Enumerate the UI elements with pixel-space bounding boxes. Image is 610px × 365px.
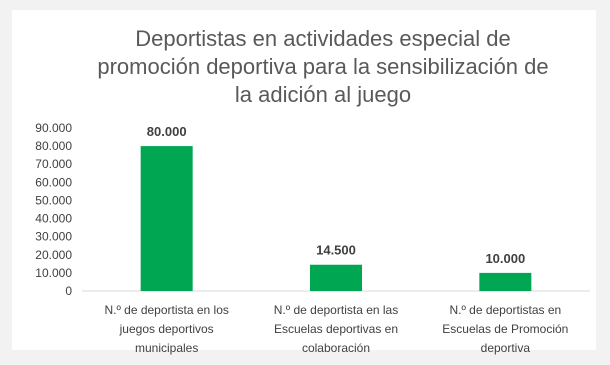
data-label: 10.000	[485, 251, 525, 266]
category-label: Escuelas deportivas en	[274, 322, 398, 336]
y-tick-label: 40.000	[35, 212, 72, 226]
category-label: N.º de deportista en las	[274, 303, 398, 317]
bar	[140, 146, 193, 291]
category-label: colaboración	[302, 341, 370, 355]
category-label: N.º de deportista en los	[104, 303, 228, 317]
category-label: Escuelas de Promoción	[442, 322, 568, 336]
y-tick-label: 50.000	[35, 193, 72, 207]
title-line-1: Deportistas en actividades especial de	[135, 26, 510, 51]
category-label: N.º de deportistas en	[449, 303, 561, 317]
category-labels: N.º de deportista en los juegos deportivo…	[104, 303, 568, 355]
y-axis-ticks: 0 10.000 20.000 30.000 40.000 50.000 60.000 70.…	[35, 121, 72, 298]
y-tick-label: 30.000	[35, 230, 72, 244]
data-labels: 80.000 14.500 10.000	[147, 124, 525, 266]
y-tick-label: 90.000	[35, 121, 72, 135]
y-tick-label: 60.000	[35, 175, 72, 189]
y-tick-label: 20.000	[35, 248, 72, 262]
y-tick-label: 70.000	[35, 157, 72, 171]
data-label: 80.000	[147, 124, 187, 139]
category-label: municipales	[135, 341, 198, 355]
data-label: 14.500	[316, 243, 356, 258]
y-tick-label: 10.000	[35, 266, 72, 280]
bar	[310, 264, 362, 291]
title-line-3: la adición al juego	[235, 82, 411, 107]
y-tick-label: 0	[65, 284, 72, 298]
chart-background	[12, 10, 596, 350]
category-label: deportiva	[481, 341, 531, 355]
title-line-2: promoción deportiva para la sensibilizac…	[97, 54, 548, 79]
bars	[140, 146, 532, 291]
chart-title: Deportistas en actividades especial de p…	[97, 26, 548, 107]
category-label: juegos deportivos	[119, 322, 214, 336]
bar	[479, 272, 532, 291]
y-tick-label: 80.000	[35, 139, 72, 153]
